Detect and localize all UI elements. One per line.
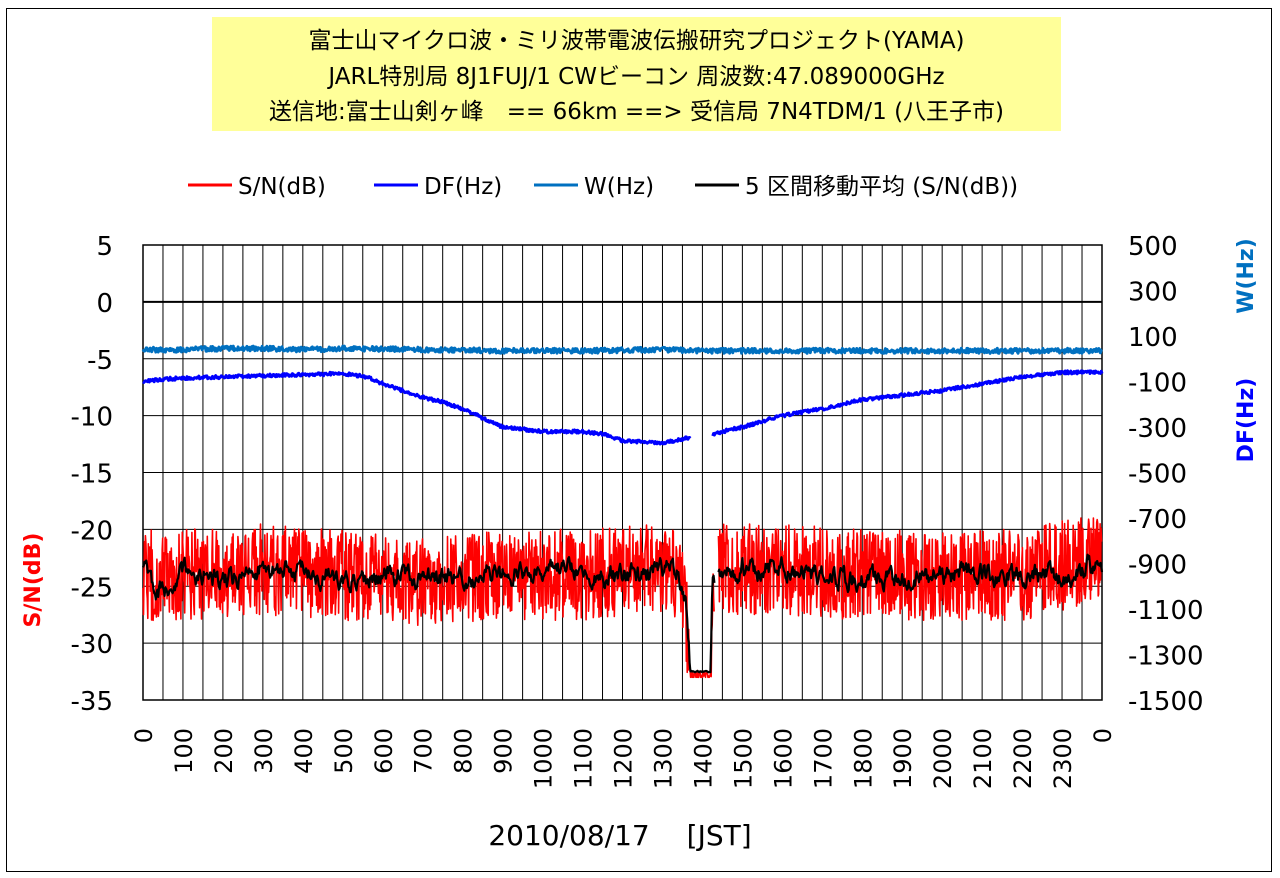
x-tick-label: 2000 [929,728,957,789]
x-tick-label: 1400 [689,728,717,789]
legend-label: 5 区間移動平均 (S/N(dB)) [745,174,1018,200]
right-tick-label: -700 [1128,505,1187,535]
x-tick-label: 1200 [610,728,638,789]
x-tick-label: 300 [250,728,278,774]
right-tick-label: -100 [1128,369,1187,399]
x-tick-label: 0 [1089,728,1117,743]
x-tick-label: 1800 [849,728,877,789]
right-tick-label: -900 [1128,551,1187,581]
legend-label: W(Hz) [584,174,654,200]
right-tick-label: 300 [1128,278,1178,308]
x-tick-label: 1900 [889,728,917,789]
legend-label: S/N(dB) [238,174,326,200]
x-tick-label: 2200 [1009,728,1037,789]
chart-title-box: 富士山マイクロ波・ミリ波帯電波伝搬研究プロジェクト(YAMA) JARL特別局 … [212,17,1061,131]
right-tick-label: 500 [1128,232,1178,262]
x-tick-label: 400 [290,728,318,774]
left-tick-label: -20 [71,516,113,546]
x-tick-label: 1300 [649,728,677,789]
x-tick-label: 1700 [809,728,837,789]
x-tick-label: 1500 [729,728,757,789]
x-tick-label: 500 [330,728,358,774]
x-tick-label: 1100 [570,728,598,789]
x-tick-label: 100 [170,728,198,774]
right-tick-label: -500 [1128,460,1187,490]
left-tick-label: -10 [71,403,113,433]
title-line-3: 送信地:富士山剣ヶ峰 == 66km ==> 受信局 7N4TDM/1 (八王子… [268,99,1005,125]
x-tick-label: 1600 [769,728,797,789]
series-DF(Hz) [142,369,1104,446]
left-tick-label: -35 [71,687,113,717]
right-tick-label: 100 [1128,323,1178,353]
left-tick-label: -30 [71,630,113,660]
title-line-1: 富士山マイクロ波・ミリ波帯電波伝搬研究プロジェクト(YAMA) [308,28,965,54]
x-tick-label: 1000 [530,728,558,789]
series-5 区間移動平均 (S/N(dB)) [141,553,1104,674]
left-tick-label: -25 [71,573,113,603]
right-tick-label: -1300 [1128,642,1204,672]
right-axis-title-w: W(Hz) [1234,238,1259,314]
left-tick-label: 0 [96,289,113,319]
legend-label: DF(Hz) [424,174,502,200]
left-tick-label: 5 [96,232,113,262]
x-tick-label: 200 [210,728,238,774]
series-W(Hz) [141,344,1103,355]
x-tick-label: 700 [410,728,438,774]
x-tick-label: 900 [490,728,518,774]
x-axis-title: 2010/08/17 [JST] [488,819,751,852]
x-tick-label: 2300 [1049,728,1077,789]
right-tick-label: -1100 [1128,596,1204,626]
x-tick-label: 2100 [969,728,997,789]
x-tick-label: 600 [370,728,398,774]
left-tick-label: -5 [87,346,113,376]
x-tick-label: 0 [130,728,158,743]
right-tick-label: -300 [1128,414,1187,444]
right-tick-label: -1500 [1128,687,1204,717]
left-tick-label: -15 [71,460,113,490]
x-tick-label: 800 [450,728,478,774]
right-axis-title-df: DF(Hz) [1234,378,1259,463]
left-axis-title: S/N(dB) [21,533,46,628]
plot-border [142,244,1103,701]
title-line-2: JARL特別局 8J1FUJ/1 CWビーコン 周波数:47.089000GHz [328,64,945,90]
